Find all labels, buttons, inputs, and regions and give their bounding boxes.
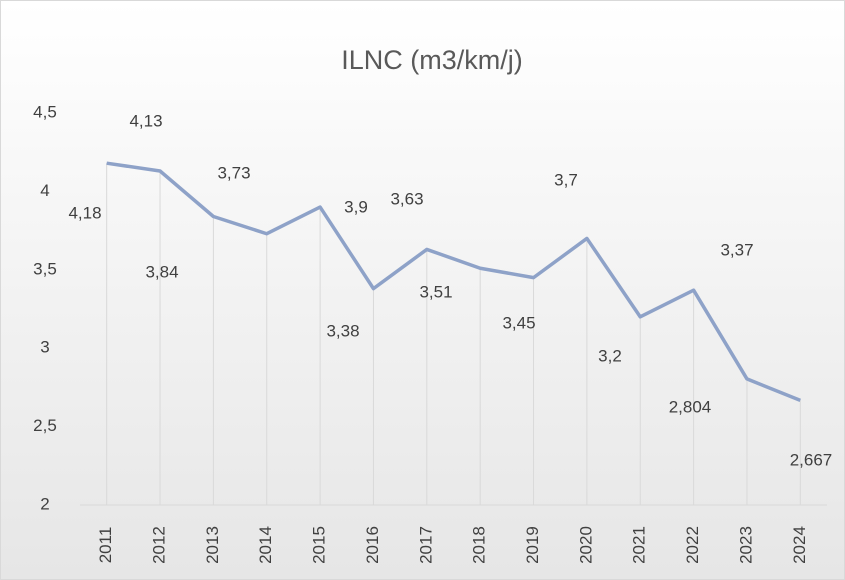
x-tick-label: 2016 xyxy=(363,526,382,564)
y-tick-label: 4 xyxy=(40,181,49,200)
data-label: 3,63 xyxy=(390,189,423,208)
x-tick-label: 2014 xyxy=(256,526,275,564)
x-tick-label: 2017 xyxy=(416,526,435,564)
x-tick-label: 2018 xyxy=(470,526,489,564)
y-tick-label: 3 xyxy=(40,338,49,357)
x-tick-label: 2022 xyxy=(683,526,702,564)
x-tick-label: 2011 xyxy=(96,527,115,564)
data-label: 3,73 xyxy=(217,163,250,182)
x-tick-label: 2013 xyxy=(203,526,222,564)
data-label: 3,7 xyxy=(554,170,578,189)
x-tick-label: 2015 xyxy=(310,526,329,564)
data-label: 3,2 xyxy=(598,346,622,365)
x-tick-label: 2020 xyxy=(576,526,595,564)
data-label: 3,51 xyxy=(419,282,452,301)
data-label: 2,804 xyxy=(669,397,712,416)
x-tick-label: 2012 xyxy=(150,526,169,564)
data-label: 4,18 xyxy=(68,203,101,222)
x-tick-label: 2024 xyxy=(790,526,809,564)
y-tick-label: 2,5 xyxy=(33,416,57,435)
series-line xyxy=(106,161,801,403)
data-label: 2,667 xyxy=(790,450,833,469)
y-tick-label: 4,5 xyxy=(33,102,57,121)
data-label: 3,38 xyxy=(326,321,359,340)
data-label: 3,9 xyxy=(344,197,368,216)
y-tick-label: 3,5 xyxy=(33,259,57,278)
y-tick-label: 2 xyxy=(40,494,49,513)
data-label: 3,84 xyxy=(145,262,178,281)
chart-title: ILNC (m3/km/j) xyxy=(341,45,523,75)
data-label: 3,37 xyxy=(720,240,753,259)
data-label: 4,13 xyxy=(129,111,162,130)
x-tick-label: 2023 xyxy=(736,526,755,564)
x-tick-label: 2019 xyxy=(523,526,542,564)
x-tick-label: 2021 xyxy=(630,526,649,564)
data-label: 3,45 xyxy=(502,313,535,332)
